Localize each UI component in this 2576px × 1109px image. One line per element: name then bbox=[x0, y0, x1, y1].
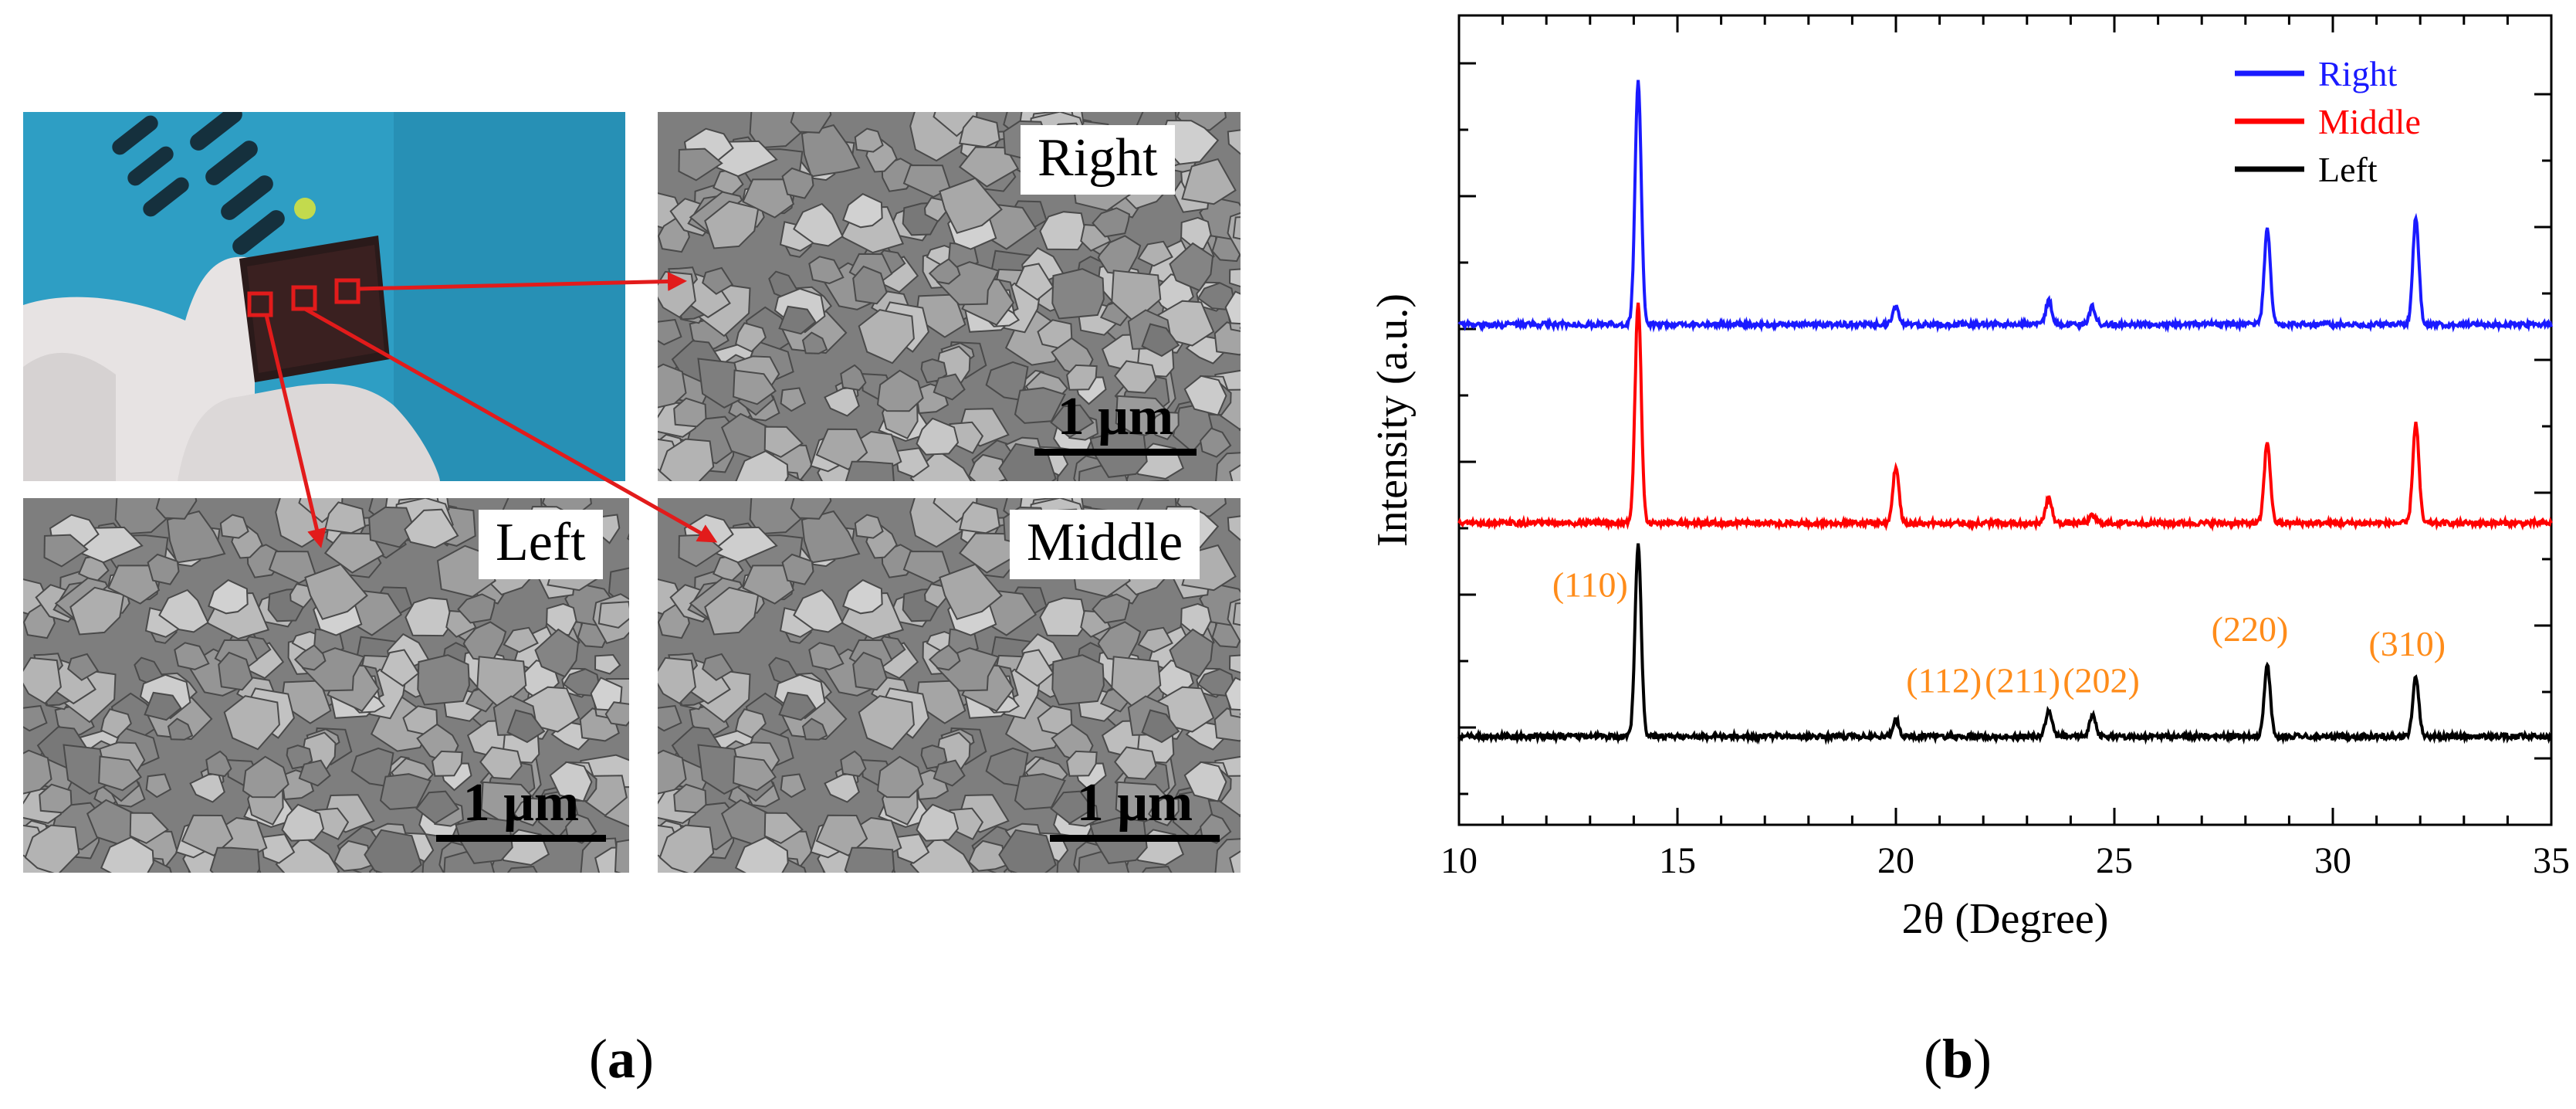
legend-label-middle: Middle bbox=[2318, 102, 2421, 141]
scale-bar-left: 1 μm bbox=[436, 776, 606, 842]
scale-line-middle bbox=[1050, 835, 1220, 842]
series-line-right bbox=[1457, 80, 2553, 334]
x-tick-label: 20 bbox=[1877, 840, 1914, 881]
arrow-to-middle bbox=[303, 307, 718, 543]
peak-label: (211) bbox=[1985, 661, 2060, 700]
peak-label: (310) bbox=[2368, 624, 2446, 663]
scale-line-right bbox=[1034, 449, 1197, 456]
x-tick-label: 25 bbox=[2096, 840, 2133, 881]
caption-b: (b) bbox=[1924, 1028, 1992, 1090]
chart-annotations: (110) (112) (211) (202) (220) (310) bbox=[1552, 565, 2446, 700]
chart-legend: Right Middle Left bbox=[2235, 54, 2421, 189]
x-tick-label: 35 bbox=[2533, 840, 2570, 881]
scale-bar-right: 1 μm bbox=[1034, 390, 1197, 456]
legend-label-right: Right bbox=[2318, 54, 2397, 93]
chart-lines bbox=[1457, 80, 2553, 745]
scale-label-left: 1 μm bbox=[462, 773, 580, 833]
peak-label: (112) bbox=[1906, 661, 1982, 700]
plot-frame bbox=[1457, 14, 2553, 826]
sem-label-middle: Middle bbox=[1010, 510, 1200, 579]
scale-bar-middle: 1 μm bbox=[1050, 776, 1220, 842]
x-tick-label: 10 bbox=[1440, 840, 1478, 881]
chart-axes: 10 15 20 25 30 35 bbox=[1440, 14, 2570, 881]
x-tick-label: 30 bbox=[2314, 840, 2351, 881]
x-axis-label: 2θ (Degree) bbox=[1902, 895, 2109, 943]
peak-label: (220) bbox=[2212, 609, 2289, 649]
arrow-to-left bbox=[264, 314, 327, 548]
sem-label-right: Right bbox=[1021, 125, 1175, 195]
scale-label-middle: 1 μm bbox=[1076, 773, 1193, 833]
scale-label-right: 1 μm bbox=[1057, 387, 1174, 446]
series-line-left bbox=[1457, 543, 2553, 745]
peak-label: (110) bbox=[1552, 565, 1628, 605]
xrd-chart: 10 15 20 25 30 35 (110) (112) (211) (202) (220) (3… bbox=[1369, 14, 2570, 943]
arrow-to-right bbox=[357, 271, 687, 291]
y-axis-label: Intensity (a.u.) bbox=[1369, 293, 1417, 547]
caption-a: (a) bbox=[589, 1028, 654, 1090]
marker-box-right bbox=[334, 278, 361, 304]
caption-a-letter: a bbox=[607, 1028, 635, 1090]
sample-photo-graphic bbox=[23, 112, 625, 481]
x-tick-label: 15 bbox=[1659, 840, 1696, 881]
series-line-middle bbox=[1457, 302, 2553, 532]
peak-label: (202) bbox=[2063, 661, 2140, 700]
arrows-overlay bbox=[247, 271, 718, 548]
marker-box-left bbox=[247, 291, 273, 317]
sem-label-left: Left bbox=[479, 510, 603, 579]
marker-box-middle bbox=[291, 285, 317, 311]
scale-line-left bbox=[436, 835, 606, 842]
sample-photo bbox=[23, 112, 625, 481]
legend-label-left: Left bbox=[2318, 150, 2378, 189]
caption-b-letter: b bbox=[1941, 1028, 1974, 1090]
